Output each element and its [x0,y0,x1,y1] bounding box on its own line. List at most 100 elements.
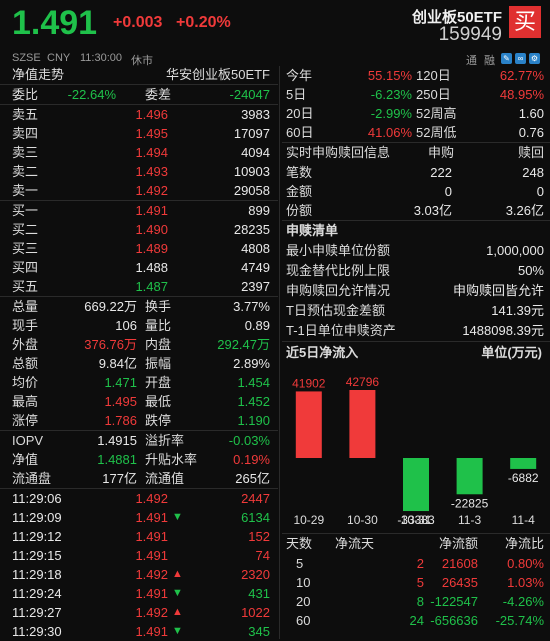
net-inflow-days: 5 [296,556,304,571]
weicha-value: -24047 [229,87,270,102]
trade-stat-label: 换手 [145,299,172,314]
net-inflow-section: 近5日净流入 单位(万元) 41902 10-29 42796 10-30 -33383… [282,341,550,533]
market-status: 休市 [131,55,153,67]
tick-price: 1.491 [135,548,168,563]
trade-stat-label: 量比 [145,318,172,333]
tick-row: 11:29:18 1.492 ▲ 2320 [0,565,278,584]
subred-redeem-value: 0 [536,184,544,199]
bid-level-row[interactable]: 买三 1.489 4808 [0,239,278,258]
creation-list-label: 申购赎回允许情况 [286,283,391,298]
fund-stat-value: 265亿 [235,471,270,486]
tick-row: 11:29:30 1.491 ▼ 345 [0,622,278,641]
arrow-up-icon: ▲ [172,606,183,618]
tick-time: 11:29:30 [12,624,62,639]
alert-icon[interactable]: ✎ [501,53,512,64]
perf-value: 41.06% [367,125,412,140]
link-icon[interactable]: ∞ [515,53,526,64]
trade-stat-label: 总额 [12,356,39,371]
trade-stat-label: 均价 [12,375,39,390]
trade-stat-value: 1.495 [104,394,137,409]
currency-label: CNY [47,52,71,64]
security-code: 159949 [438,24,502,45]
tool-label-rong[interactable]: 融 [484,55,495,67]
arrow-down-icon: ▼ [172,511,183,523]
fund-stat-label: IOPV [12,433,44,448]
inflow-value-label: -22825 [451,496,489,510]
tool-label-tong[interactable]: 通 [466,55,477,67]
bid-level-row[interactable]: 买四 1.488 4749 [0,258,278,277]
perf-row: 5日 -6.23% 250日 48.95% [282,85,550,104]
buy-button[interactable]: 买 [509,6,541,38]
net-inflow-pct: 0.80% [507,556,544,571]
creation-list-section: 申赎清单 最小申赎单位份额 1,000,000 现金替代比例上限 50% 申购赎回允许情… [282,220,550,341]
subred-subscribe-value: 3.03亿 [413,203,452,218]
perf-label: 120日 [416,68,451,83]
bid-level-volume: 28235 [233,222,270,237]
net-inflow-pct: 1.03% [507,575,544,590]
last-price: 1.491 [12,4,98,42]
tick-volume: 152 [248,529,270,544]
arrow-down-icon: ▼ [172,625,183,637]
ask-level-row[interactable]: 卖一 1.492 29058 [0,181,278,200]
creation-list-label: T-1日单位申赎资产 [286,323,396,338]
quote-header: 1.491 +0.003 +0.20% 创业板50ETF 159949 买 [0,0,550,52]
bid-level-row[interactable]: 买一 1.491 899 [0,201,278,220]
net-inflow-table-row: 5 2 21608 0.80% [282,554,550,573]
tick-row: 11:29:15 1.491 74 [0,546,278,565]
ask-level-row[interactable]: 卖三 1.494 4094 [0,143,278,162]
ask-level-row[interactable]: 卖五 1.496 3983 [0,105,278,124]
arrow-up-icon: ▲ [172,568,183,580]
settings-icon[interactable]: ⚙ [529,53,540,64]
tick-time: 11:29:12 [12,529,62,544]
ask-level-volume: 17097 [233,126,270,141]
perf-label: 20日 [286,106,314,121]
bid-level-row[interactable]: 买五 1.487 2397 [0,277,278,296]
tick-volume: 2447 [241,491,270,506]
trade-stat-label: 内盘 [145,337,172,352]
ask-level-price: 1.495 [135,126,168,141]
trade-stat-row: 均价 1.471 开盘 1.454 [0,373,278,392]
performance-table: 今年 55.15% 120日 62.77% 5日 -6.23% 250日 48.95% 20日 -… [282,66,550,142]
net-inflow-header: 近5日净流入 单位(万元) [282,342,550,364]
weicha-label: 委差 [145,87,172,102]
subred-label: 笔数 [286,165,313,180]
creation-list-row: T-1日单位申赎资产 1488098.39元 [282,321,550,341]
panel-divider [279,66,280,639]
tick-row: 11:29:27 1.492 ▲ 1022 [0,603,278,622]
bid-level-row[interactable]: 买二 1.490 28235 [0,220,278,239]
net-inflow-count: 24 [409,613,424,628]
order-book-panel: 净值走势 华安创业板50ETF 委比 -22.64% 委差 -24047 卖五 1… [0,66,278,641]
creation-list-value: 1488098.39元 [462,323,544,338]
ask-level-row[interactable]: 卖四 1.495 17097 [0,124,278,143]
trade-stat-value: 0.89 [244,318,270,333]
subred-subscribe-value: 0 [444,184,452,199]
ask-level-row[interactable]: 卖二 1.493 10903 [0,162,278,181]
subred-label: 份额 [286,203,313,218]
inflow-category-label: 10-30 [347,513,378,527]
ask-level-price: 1.494 [135,145,168,160]
trade-stat-label: 涨停 [12,413,39,428]
inflow-bar [510,458,537,469]
weibi-row: 委比 -22.64% 委差 -24047 [0,84,278,104]
fund-stat-value: 0.19% [233,452,270,467]
creation-list-row: T日预估现金差额 141.39元 [282,301,550,321]
trade-stat-value: 376.76万 [84,337,137,352]
trade-stat-value: 669.22万 [84,299,137,314]
ask-level-volume: 3983 [241,107,270,122]
trade-stat-label: 外盘 [12,337,39,352]
trade-stat-row: 总量 669.22万 换手 3.77% [0,297,278,316]
nav-trend-bar[interactable]: 净值走势 华安创业板50ETF [0,66,278,84]
trade-stat-label: 振幅 [145,356,172,371]
fund-stat-value: 1.4881 [97,452,137,467]
tick-volume: 431 [248,586,270,601]
perf-row: 今年 55.15% 120日 62.77% [282,66,550,85]
net-inflow-title: 近5日净流入 [286,345,359,360]
nav-trend-title[interactable]: 净值走势 [12,67,65,82]
time-label: 11:30:00 [80,52,123,64]
fund-stat-row: 净值 1.4881 升贴水率 0.19% [0,450,278,469]
net-inflow-unit: 单位(万元) [481,345,542,360]
ask-level-volume: 10903 [233,164,270,179]
trade-stat-value: 1.454 [237,375,270,390]
net-inflow-table-heading: 净流比 [504,536,544,551]
inflow-category-label: 10-31 [401,513,432,527]
